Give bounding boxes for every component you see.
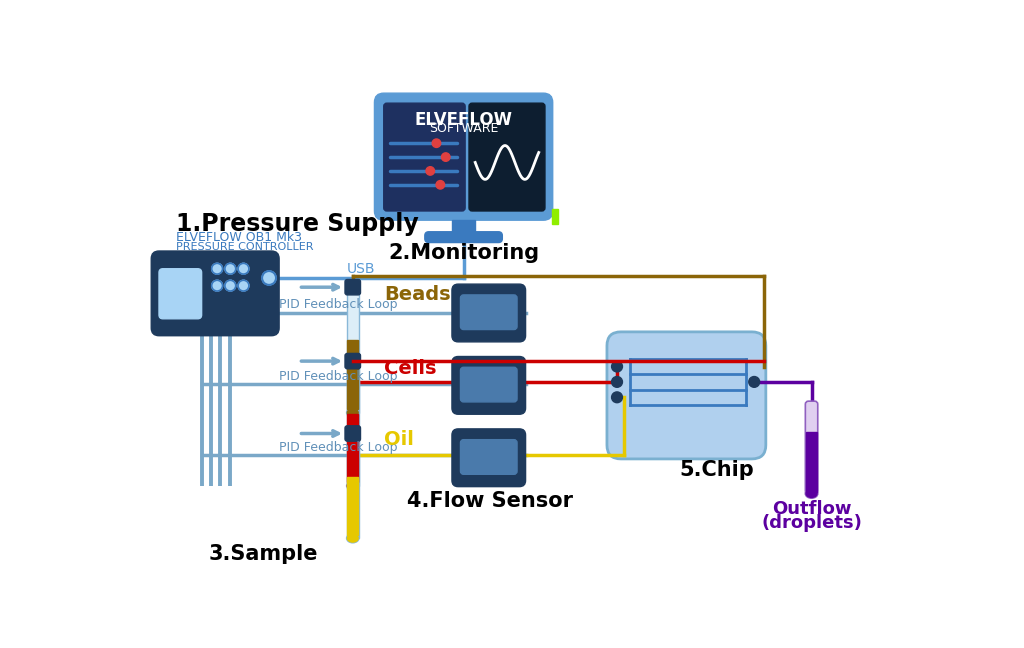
Circle shape [611,361,623,372]
Text: SOFTWARE: SOFTWARE [429,122,499,135]
Circle shape [225,281,236,291]
FancyBboxPatch shape [425,232,503,242]
FancyBboxPatch shape [375,93,553,220]
FancyBboxPatch shape [461,439,517,474]
Circle shape [262,271,276,285]
Circle shape [238,263,249,274]
Ellipse shape [346,533,359,543]
Text: 1.Pressure Supply: 1.Pressure Supply [176,212,419,236]
Circle shape [238,281,249,291]
Ellipse shape [347,409,358,417]
FancyBboxPatch shape [384,103,465,211]
Circle shape [426,167,434,175]
Circle shape [225,263,236,274]
Ellipse shape [346,408,359,417]
Text: PID Feedback Loop: PID Feedback Loop [280,441,397,454]
Text: ELVEFLOW OB1 Mk3: ELVEFLOW OB1 Mk3 [176,231,302,244]
Bar [452,220,475,234]
Text: PRESSURE CONTROLLER: PRESSURE CONTROLLER [176,242,313,252]
Text: PID Feedback Loop: PID Feedback Loop [280,370,397,383]
Circle shape [432,139,440,148]
FancyBboxPatch shape [152,251,280,336]
Circle shape [436,181,444,189]
FancyBboxPatch shape [607,332,766,459]
FancyBboxPatch shape [469,103,545,211]
Text: USB: USB [346,262,375,275]
Bar [347,413,358,482]
Circle shape [212,281,222,291]
Bar [806,432,817,492]
FancyBboxPatch shape [345,279,360,295]
Circle shape [611,376,623,388]
Bar [347,478,358,535]
Text: PID Feedback Loop: PID Feedback Loop [280,299,397,312]
Text: Oil: Oil [384,430,414,449]
Bar [346,287,359,413]
Text: 3.Sample: 3.Sample [209,544,318,564]
Circle shape [441,153,450,161]
Text: 2.Monitoring: 2.Monitoring [388,243,540,263]
Text: Beads: Beads [384,285,451,305]
Bar [346,361,359,486]
Ellipse shape [805,489,818,498]
Text: 4.Flow Sensor: 4.Flow Sensor [407,491,572,511]
Text: Cells: Cells [384,360,436,378]
FancyBboxPatch shape [461,367,517,402]
Ellipse shape [347,482,358,490]
Circle shape [611,392,623,402]
FancyBboxPatch shape [461,295,517,330]
Text: 5.Chip: 5.Chip [680,461,755,480]
Ellipse shape [347,535,358,542]
FancyBboxPatch shape [452,284,525,342]
Text: Outflow: Outflow [772,500,851,518]
Circle shape [749,376,760,388]
Text: ELVEFLOW: ELVEFLOW [415,111,513,129]
FancyBboxPatch shape [345,426,360,441]
Bar [552,209,558,224]
Bar [347,340,358,409]
FancyBboxPatch shape [159,269,202,319]
FancyBboxPatch shape [345,353,360,369]
FancyBboxPatch shape [805,401,818,494]
Circle shape [212,263,222,274]
Bar [346,434,359,538]
Ellipse shape [346,481,359,491]
Text: (droplets): (droplets) [761,514,862,532]
FancyBboxPatch shape [452,356,525,414]
Ellipse shape [806,490,817,498]
FancyBboxPatch shape [452,429,525,487]
